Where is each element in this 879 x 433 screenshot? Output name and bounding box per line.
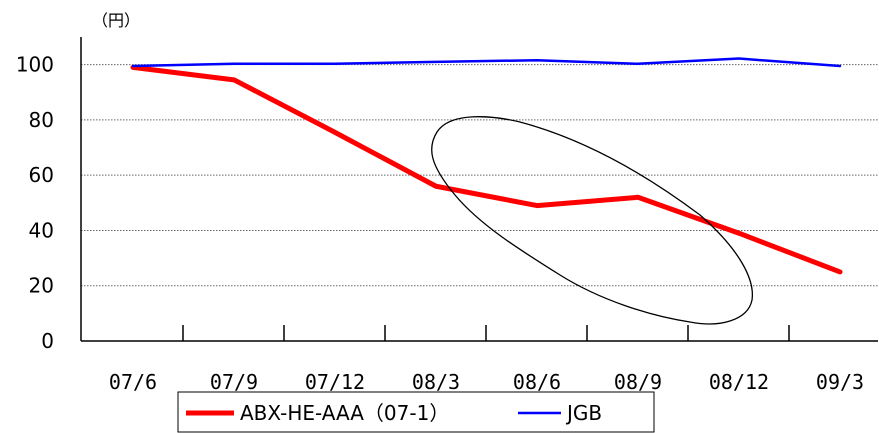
x-tick-label-6: 08/12 <box>709 370 769 394</box>
legend: ABX-HE-AAA（07-1） JGB <box>177 391 655 433</box>
series-lines <box>130 57 843 275</box>
y-axis-tick-labels: 0 20 40 60 80 100 <box>16 53 54 353</box>
y-tick-label-100: 100 <box>16 53 54 77</box>
x-tick-label-0: 07/6 <box>109 370 157 394</box>
legend-label-1: JGB <box>565 401 602 425</box>
x-tick-label-4: 08/6 <box>513 370 561 394</box>
y-axis-unit-label: （円） <box>92 11 140 30</box>
series-line-1 <box>131 57 842 68</box>
y-tick-label-40: 40 <box>29 218 54 242</box>
x-axis-ticks <box>182 325 790 341</box>
x-tick-label-7: 09/3 <box>816 370 864 394</box>
annotation-ellipse <box>431 116 754 325</box>
y-tick-label-80: 80 <box>29 108 54 132</box>
legend-box <box>177 391 655 433</box>
y-tick-label-0: 0 <box>41 329 54 353</box>
gridlines <box>81 64 878 287</box>
x-tick-label-1: 07/9 <box>210 370 258 394</box>
y-tick-label-60: 60 <box>29 163 54 187</box>
x-tick-label-3: 08/3 <box>412 370 460 394</box>
legend-label-0: ABX-HE-AAA（07-1） <box>240 401 449 425</box>
x-axis-tick-labels: 07/6 07/9 07/12 08/3 08/6 08/9 08/12 09/3 <box>109 370 864 394</box>
y-tick-label-20: 20 <box>29 274 54 298</box>
x-tick-label-2: 07/12 <box>305 370 365 394</box>
series-line-0 <box>130 64 843 275</box>
x-tick-label-5: 08/9 <box>614 370 662 394</box>
